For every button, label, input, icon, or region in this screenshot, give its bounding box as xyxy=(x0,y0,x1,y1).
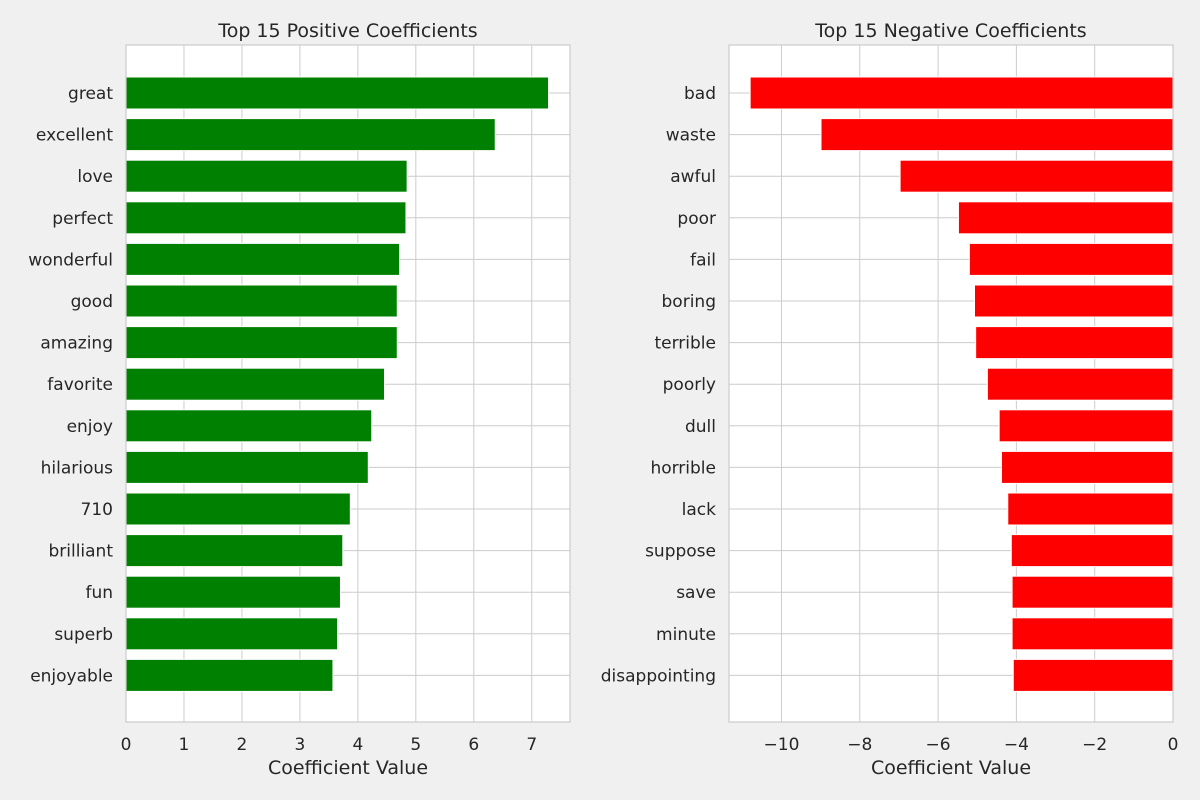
y-tick-label: fun xyxy=(85,583,113,603)
x-tick-label: 1 xyxy=(179,735,190,755)
x-tick-label: 3 xyxy=(294,735,305,755)
y-tick-label: fail xyxy=(690,250,716,270)
y-tick-label: boring xyxy=(662,292,716,312)
x-tick-label: 5 xyxy=(410,735,421,755)
y-tick-label: amazing xyxy=(40,334,113,354)
x-tick-label: 2 xyxy=(237,735,248,755)
x-tick-label: −6 xyxy=(926,735,951,755)
y-tick-label: poorly xyxy=(663,375,716,395)
x-tick-label: 0 xyxy=(1168,735,1179,755)
bar xyxy=(973,284,1174,318)
bar xyxy=(125,492,351,526)
y-tick-label: horrible xyxy=(650,458,716,478)
bar xyxy=(125,534,344,568)
y-tick-label: disappointing xyxy=(601,666,716,686)
bar xyxy=(1010,534,1174,568)
x-tick-label: 6 xyxy=(468,735,479,755)
bar xyxy=(899,159,1174,193)
bar xyxy=(125,159,408,193)
bar xyxy=(968,242,1174,276)
y-tick-label: dull xyxy=(685,417,716,437)
bar xyxy=(986,367,1174,401)
bar xyxy=(125,201,407,235)
bar xyxy=(125,409,373,443)
positive-coefficients-chart: great excellent love perfect wonderful good am… xyxy=(28,20,571,779)
y-tick-label: waste xyxy=(666,126,716,146)
y-tick-label: good xyxy=(71,292,113,312)
bar xyxy=(1011,575,1174,609)
bar xyxy=(125,326,398,360)
bar xyxy=(1011,617,1174,651)
y-tick-label: suppose xyxy=(645,542,716,562)
y-tick-label: love xyxy=(77,167,113,187)
negative-coefficients-chart: bad waste awful poor fail boring terrible poorl… xyxy=(601,20,1179,779)
y-tick-label: poor xyxy=(677,209,716,229)
y-tick-label: perfect xyxy=(52,209,113,229)
bar xyxy=(125,242,401,276)
bar xyxy=(1001,450,1174,484)
bar xyxy=(1012,658,1174,692)
y-tick-label: lack xyxy=(682,500,716,520)
y-tick-label: enjoy xyxy=(67,417,113,437)
y-tick-label: favorite xyxy=(47,375,113,395)
x-tick-label: −2 xyxy=(1082,735,1107,755)
bar xyxy=(749,76,1174,110)
y-tick-label: bad xyxy=(684,84,716,104)
bar xyxy=(820,118,1174,152)
y-tick-label: brilliant xyxy=(48,542,113,562)
y-tick-label: wonderful xyxy=(28,250,113,270)
y-tick-label: superb xyxy=(54,625,113,645)
bar xyxy=(975,326,1174,360)
y-tick-label: hilarious xyxy=(41,458,114,478)
bar xyxy=(1007,492,1174,526)
chart-title: Top 15 Positive Coefficients xyxy=(217,20,477,42)
x-tick-label: −10 xyxy=(764,735,800,755)
chart-title: Top 15 Negative Coefficients xyxy=(814,20,1086,42)
x-tick-label: 0 xyxy=(121,735,132,755)
y-tick-label: excellent xyxy=(36,126,113,146)
x-axis-title: Coefficient Value xyxy=(871,757,1031,779)
plot-frame xyxy=(728,44,1174,723)
bar xyxy=(125,450,369,484)
x-tick-label: −8 xyxy=(847,735,872,755)
bar xyxy=(125,284,398,318)
bar xyxy=(125,76,550,110)
bar xyxy=(125,658,334,692)
bar xyxy=(957,201,1174,235)
x-tick-label: −4 xyxy=(1004,735,1029,755)
y-tick-label: terrible xyxy=(654,334,716,354)
x-tick-label: 4 xyxy=(352,735,363,755)
bar xyxy=(125,617,339,651)
bar xyxy=(125,367,386,401)
y-tick-label: 710 xyxy=(81,500,113,520)
bar xyxy=(125,575,341,609)
bar xyxy=(125,118,496,152)
y-tick-label: minute xyxy=(656,625,716,645)
y-tick-label: save xyxy=(676,583,716,603)
x-tick-label: 7 xyxy=(526,735,537,755)
x-axis-title: Coefficient Value xyxy=(268,757,428,779)
y-tick-label: awful xyxy=(670,167,716,187)
y-tick-label: great xyxy=(68,84,113,104)
bar xyxy=(998,409,1174,443)
plot-frame xyxy=(125,44,571,723)
y-tick-label: enjoyable xyxy=(30,666,113,686)
